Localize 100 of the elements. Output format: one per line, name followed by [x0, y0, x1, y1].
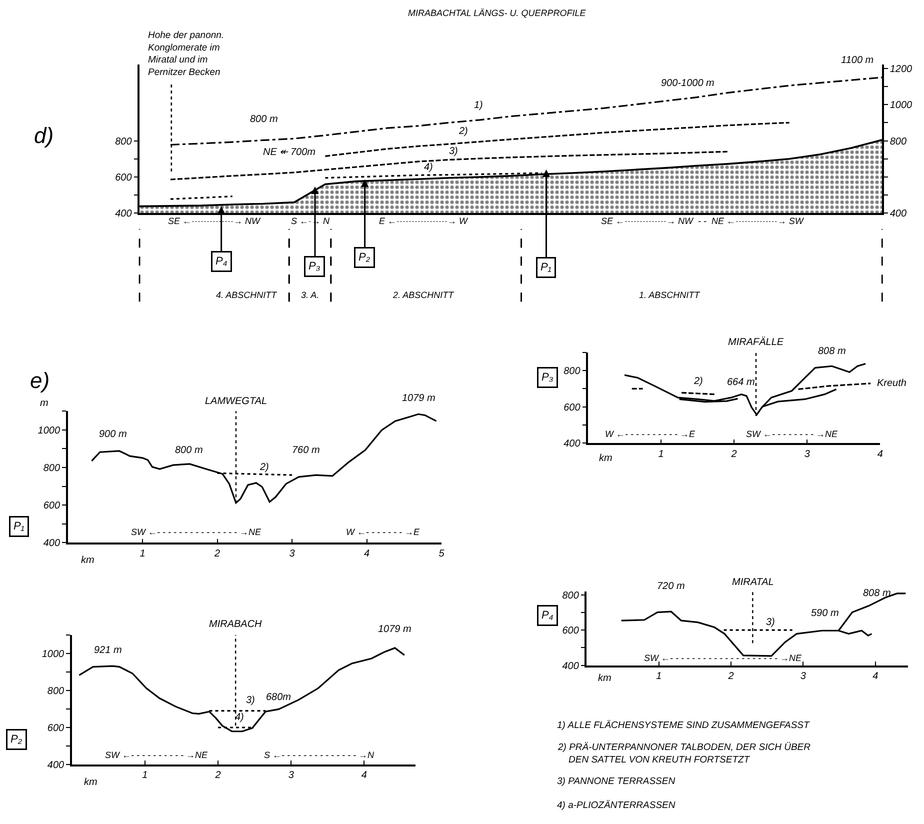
- y2-tick-label: 800: [890, 136, 908, 148]
- x-tick-label: 3: [289, 548, 296, 560]
- text: P₁: [540, 262, 552, 274]
- text: 2. ABSCHNITT: [392, 290, 456, 300]
- text: P₁: [14, 520, 25, 532]
- text: P₄: [216, 256, 228, 268]
- ref-line-label: MIRABACH: [209, 619, 263, 630]
- x-tick-label: 1: [656, 671, 662, 682]
- annotation: 900 m: [99, 429, 127, 440]
- y-axis-title: m: [40, 398, 48, 409]
- y-tick-label: 800: [564, 366, 581, 377]
- y-tick-label: 1000: [42, 648, 65, 660]
- text: P₂: [358, 252, 371, 264]
- y-tick-label: 600: [115, 172, 132, 184]
- y-tick-label: 400: [562, 660, 580, 672]
- y-tick-label: 600: [43, 500, 60, 512]
- text: 2) PRÄ-UNTERPANNONER TALBODEN, DER SICH ÜBER DEN SATTEL VON KREUTH FORTSETZT: [557, 742, 811, 766]
- annotation: 4): [424, 162, 433, 173]
- ref-line-label: MIRATAL: [732, 577, 774, 588]
- x-tick-label: 1: [658, 448, 664, 460]
- annotation: 800 m: [250, 114, 278, 125]
- annotation: SW ←- - - - - - - - - - - - - - - - - - - - →NE: [644, 653, 802, 663]
- annotation: SW ←- - - - - - - - →NE: [746, 429, 838, 439]
- annotation: W ←- - - - - - - - - - →E: [605, 429, 696, 439]
- annotation: 1079 m: [378, 624, 412, 635]
- y-tick-label: 400: [564, 438, 581, 450]
- y-tick-label: 600: [47, 722, 65, 734]
- annotation: 590 m: [811, 608, 839, 619]
- x-tick-label: 2: [214, 548, 221, 560]
- text: 1) ALLE FLÄCHENSYSTEME SIND ZUSAMMENGEFASST: [557, 720, 811, 731]
- text: 3) PANNONE TERRASSEN: [557, 776, 676, 787]
- y-tick-label: 600: [564, 402, 581, 414]
- annotation: 808 m: [863, 588, 891, 599]
- annotation: Kreuth: [877, 378, 907, 389]
- text: SE ←··············→ NW - - NE ←··············→ SW: [601, 216, 805, 226]
- x-axis-title: km: [598, 673, 612, 684]
- x-tick-label: 2: [214, 770, 222, 782]
- text: e): [30, 368, 50, 393]
- y2-tick-label: 1200: [890, 64, 913, 75]
- y-tick-label: 800: [115, 136, 132, 148]
- annotation: 1100 m: [841, 55, 874, 66]
- annotation: 3): [449, 146, 458, 157]
- annotation: 1): [474, 100, 483, 111]
- text: P₄: [542, 610, 554, 622]
- annotation: S ←- - - - - - - - - - - - - - →N: [264, 750, 374, 760]
- x-tick-label: 1: [140, 548, 146, 560]
- y-tick-label: 400: [43, 538, 60, 550]
- x-axis-title: km: [81, 555, 94, 566]
- x-tick-label: 5: [438, 548, 445, 560]
- x-tick-label: 4: [872, 671, 879, 682]
- y-tick-label: 800: [47, 686, 65, 697]
- x-tick-label: 4: [364, 548, 370, 560]
- annotation: 760 m: [292, 445, 320, 456]
- x-axis-title: km: [84, 777, 98, 788]
- annotation: 921 m: [94, 645, 122, 656]
- annotation: 1079 m: [402, 393, 436, 404]
- x-tick-label: 4: [877, 448, 884, 460]
- annotation: 2): [458, 126, 468, 137]
- text: d): [34, 123, 54, 148]
- annotation: 3): [766, 617, 775, 628]
- annotation: 680m: [266, 692, 292, 703]
- annotation: NE ↞ 700m: [263, 147, 316, 158]
- y2-tick-label: 400: [890, 208, 908, 220]
- y-tick-label: 400: [115, 208, 132, 220]
- chart-title: MIRABACHTAL LÄNGS- U. QUERPROFILE: [408, 8, 587, 18]
- x-tick-label: 2: [730, 448, 738, 460]
- text: 4. ABSCHNITT: [216, 290, 278, 300]
- annotation: W ←- - - - - - - →E: [346, 527, 420, 537]
- text: P₂: [10, 734, 23, 746]
- annotation: 2): [693, 376, 703, 387]
- x-tick-label: 4: [361, 770, 368, 782]
- y2-tick-label: 1000: [890, 100, 913, 112]
- annotation: 900-1000 m: [661, 78, 714, 89]
- x-axis-title: km: [599, 453, 612, 464]
- x-tick-label: 3: [288, 770, 294, 782]
- ref-line-label: MIRAFÄLLE: [728, 336, 784, 348]
- x-tick-label: 1: [142, 770, 148, 782]
- y-tick-label: 1000: [38, 425, 60, 436]
- annotation: SW ←- - - - - - - - - - →NE: [105, 750, 208, 760]
- annotation: 800 m: [175, 445, 203, 456]
- annotation: 664 m: [727, 377, 755, 388]
- y-tick-label: 400: [47, 760, 65, 771]
- ref-line-label: LAMWEGTAL: [205, 396, 268, 407]
- x-tick-label: 3: [804, 448, 810, 460]
- y-tick-label: 800: [562, 590, 580, 602]
- text: P₃: [542, 372, 554, 384]
- annotation: 2): [259, 462, 269, 473]
- annotation: Hohe der panonn. Konglomerate im Miratal und im Pernitzer Becken: [148, 30, 224, 78]
- x-tick-label: 3: [800, 671, 806, 682]
- y-tick-label: 600: [562, 626, 580, 637]
- annotation: 3): [246, 695, 255, 706]
- text: 3. A.: [301, 290, 320, 300]
- text: 4) a-PLIOZÄNTERRASSEN: [557, 800, 676, 811]
- annotation: 808 m: [818, 346, 846, 357]
- annotation: 720 m: [657, 581, 685, 592]
- y-tick-label: 800: [43, 463, 60, 474]
- text: 1. ABSCHNITT: [639, 290, 702, 300]
- text: P₃: [308, 260, 321, 272]
- x-tick-label: 2: [727, 671, 734, 682]
- text: E ←·················→ W: [379, 216, 469, 226]
